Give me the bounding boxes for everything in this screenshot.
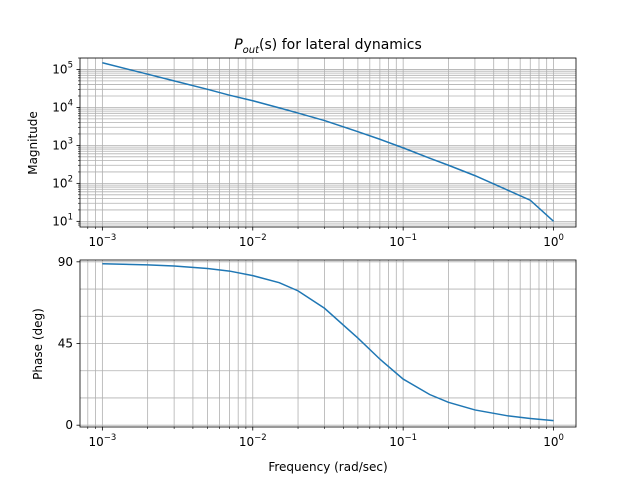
magnitude-y-tick-label: 102	[52, 174, 73, 190]
magnitude-panel: Pout(s) for lateral dynamics Magnitude 1…	[26, 37, 577, 249]
magnitude-y-tick-label: 105	[52, 60, 73, 76]
magnitude-y-tick-label: 104	[52, 98, 73, 114]
phase-x-tick-label: 10−2	[239, 433, 267, 449]
magnitude-x-tick-label: 10−1	[389, 233, 417, 249]
phase-x-axis-label: Frequency (rad/sec)	[268, 460, 387, 474]
phase-y-tick-label: 45	[58, 337, 73, 351]
phase-y-tick-label: 0	[65, 418, 73, 432]
title-rest: (s) for lateral dynamics	[259, 37, 422, 53]
magnitude-y-tick-label: 103	[52, 136, 73, 152]
title-subscript: out	[243, 45, 260, 56]
phase-x-tick-label: 10−3	[88, 433, 116, 449]
phase-grid	[80, 260, 576, 427]
phase-x-tick-label: 10−1	[389, 433, 417, 449]
magnitude-x-tick-label: 10−2	[239, 233, 267, 249]
title-main: P	[234, 37, 243, 53]
magnitude-title: Pout(s) for lateral dynamics	[234, 37, 422, 56]
magnitude-x-tick-label: 10−3	[88, 233, 116, 249]
magnitude-y-tick-label: 101	[52, 212, 73, 228]
phase-panel: Phase (deg) Frequency (rad/sec) 10−3 10−2…	[31, 255, 577, 474]
magnitude-x-tick-label: 100	[543, 233, 564, 249]
magnitude-grid	[80, 58, 576, 227]
magnitude-series-line	[102, 62, 555, 222]
phase-y-tick-label: 90	[58, 255, 73, 269]
magnitude-y-axis-label: Magnitude	[26, 111, 40, 175]
phase-y-axis-label: Phase (deg)	[31, 308, 45, 380]
phase-series-line	[102, 263, 554, 422]
magnitude-axes-frame	[79, 57, 577, 228]
phase-x-tick-label: 100	[543, 433, 564, 449]
